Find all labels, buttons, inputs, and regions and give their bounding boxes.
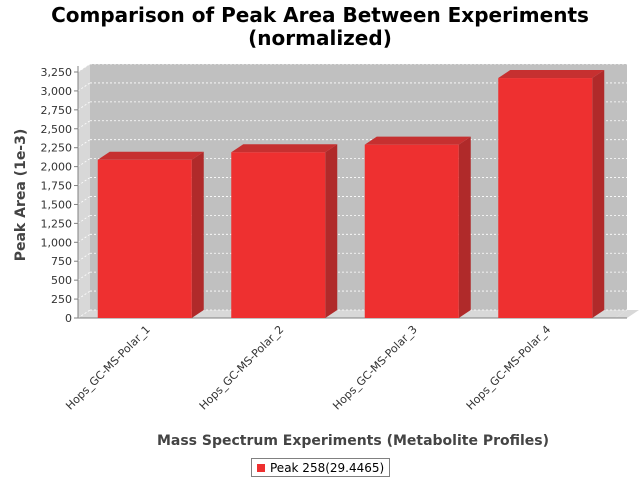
gridline-side <box>77 177 91 186</box>
y-axis-title: Peak Area (1e-3) <box>13 129 29 262</box>
legend: Peak 258(29.4465) <box>251 458 391 477</box>
y-tick-label: 2,500 <box>41 123 73 136</box>
bar-side <box>191 151 204 318</box>
legend-label: Peak 258(29.4465) <box>270 460 385 475</box>
bar <box>97 159 192 318</box>
y-tick-label: 1,500 <box>41 198 73 211</box>
plot-side-wall <box>78 64 90 318</box>
gridline-side <box>77 139 91 149</box>
bar-side <box>325 144 338 318</box>
bar-top <box>498 70 605 79</box>
chart-title: Comparison of Peak Area Between Experime… <box>51 3 589 27</box>
bar-side <box>458 136 471 318</box>
gridline-side <box>77 82 91 92</box>
bar <box>364 144 459 318</box>
gridline-side <box>77 309 91 319</box>
y-tick-label: 750 <box>51 255 72 268</box>
bar-top <box>97 151 204 160</box>
gridline-side <box>77 290 91 300</box>
y-tick-label: 3,000 <box>41 85 73 98</box>
gridline-side <box>77 158 91 167</box>
bar-side <box>592 70 605 318</box>
y-tick-label: 250 <box>51 293 72 306</box>
bar <box>231 152 326 318</box>
y-tick-label: 1,000 <box>41 236 73 249</box>
gridline-side <box>77 101 91 111</box>
y-tick-label: 1,750 <box>41 180 73 193</box>
plot-floor-edge <box>615 310 639 318</box>
gridline-side <box>77 63 91 73</box>
gridline-side <box>77 215 91 224</box>
bar <box>498 78 593 318</box>
bar-top <box>364 136 471 145</box>
y-tick-label: 2,250 <box>41 142 73 155</box>
y-tick-label: 1,250 <box>41 217 73 230</box>
y-tick-label: 0 <box>65 312 72 325</box>
x-tick-label: Hops_GC-MS-Polar_1 <box>63 323 153 413</box>
gridline-side <box>77 252 91 262</box>
bar-top <box>231 144 338 153</box>
x-tick-label: Hops_GC-MS-Polar_3 <box>330 323 420 413</box>
plot-floor <box>78 310 627 318</box>
x-tick-label: Hops_GC-MS-Polar_4 <box>464 323 554 413</box>
gridline-side <box>77 233 91 243</box>
gridline-side <box>77 271 91 281</box>
chart-subtitle: (normalized) <box>248 26 392 50</box>
x-axis-title: Mass Spectrum Experiments (Metabolite Pr… <box>157 433 549 449</box>
y-tick-label: 2,750 <box>41 104 73 117</box>
y-tick-label: 500 <box>51 274 72 287</box>
legend-swatch <box>257 463 265 472</box>
y-tick-label: 2,000 <box>41 161 73 174</box>
gridline-side <box>77 196 91 205</box>
y-tick-label: 3,250 <box>41 66 73 79</box>
gridline-side <box>77 120 91 130</box>
x-tick-label: Hops_GC-MS-Polar_2 <box>197 323 287 413</box>
